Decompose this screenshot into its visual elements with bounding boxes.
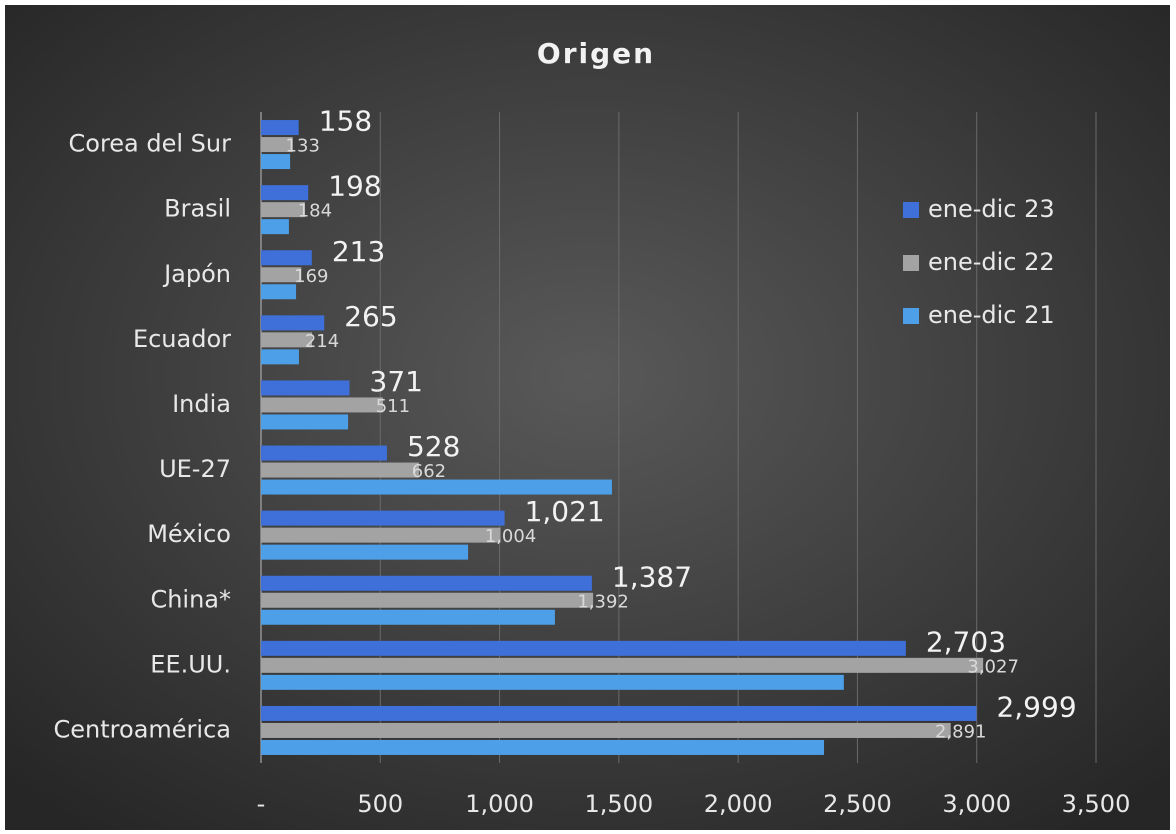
x-tick-label: 3,000 xyxy=(942,790,1011,818)
data-label: 133 xyxy=(286,136,320,157)
bar xyxy=(261,349,299,365)
y-tick-label: México xyxy=(147,520,231,548)
bar xyxy=(261,510,505,526)
legend-label: ene-dic 23 xyxy=(928,195,1055,223)
bar xyxy=(261,575,592,591)
data-label: 1,387 xyxy=(612,560,692,593)
data-label: 1,021 xyxy=(525,495,605,528)
bar xyxy=(261,332,313,348)
data-label: 1,004 xyxy=(485,526,537,547)
y-tick-label: Japón xyxy=(162,260,231,288)
data-label: 528 xyxy=(407,430,460,463)
bar xyxy=(261,120,299,136)
bar xyxy=(261,284,297,300)
legend-swatch xyxy=(903,255,919,271)
bar xyxy=(261,722,951,738)
bar xyxy=(261,544,469,560)
data-label: 169 xyxy=(294,266,328,287)
y-tick-label: EE.UU. xyxy=(150,650,231,678)
bar xyxy=(261,657,984,673)
bar xyxy=(261,739,825,755)
y-tick-label: Centroamérica xyxy=(54,715,231,743)
bar xyxy=(261,185,309,201)
y-tick-label: Corea del Sur xyxy=(69,130,232,158)
data-label: 198 xyxy=(328,170,381,203)
bar xyxy=(261,267,302,283)
legend-swatch xyxy=(903,202,919,218)
chart-title: Origen xyxy=(537,37,655,70)
bar xyxy=(261,380,350,396)
chart-background xyxy=(5,5,1170,830)
bar xyxy=(261,479,612,495)
bar xyxy=(261,397,383,413)
x-tick-label: 2,500 xyxy=(823,790,892,818)
x-tick-label: 1,000 xyxy=(465,790,534,818)
bar xyxy=(261,137,293,153)
bar xyxy=(261,315,325,331)
bar xyxy=(261,154,291,170)
bar xyxy=(261,250,312,266)
x-tick-label: 2,000 xyxy=(704,790,773,818)
bar xyxy=(261,202,305,218)
x-tick-label: 500 xyxy=(357,790,403,818)
bar xyxy=(261,640,906,656)
bar xyxy=(261,674,844,690)
data-label: 2,999 xyxy=(996,690,1076,723)
bar xyxy=(261,705,977,721)
bar xyxy=(261,414,349,430)
bar xyxy=(261,462,419,478)
data-label: 2,891 xyxy=(935,721,987,742)
x-tick-label: 3,500 xyxy=(1062,790,1131,818)
bar xyxy=(261,609,555,625)
bar xyxy=(261,527,501,543)
legend-label: ene-dic 21 xyxy=(928,301,1055,329)
data-label: 371 xyxy=(370,365,423,398)
bar xyxy=(261,445,387,461)
data-label: 662 xyxy=(412,461,446,482)
data-label: 158 xyxy=(319,105,372,138)
y-tick-label: UE-27 xyxy=(159,455,231,483)
data-label: 265 xyxy=(344,300,397,333)
data-label: 2,703 xyxy=(926,625,1006,658)
y-tick-label: India xyxy=(172,390,231,418)
legend-label: ene-dic 22 xyxy=(928,248,1055,276)
data-label: 511 xyxy=(376,396,410,417)
bar xyxy=(261,219,289,235)
legend-swatch xyxy=(903,308,919,324)
data-label: 3,027 xyxy=(967,656,1019,677)
data-label: 1,392 xyxy=(577,591,629,612)
data-label: 213 xyxy=(332,235,385,268)
bar xyxy=(261,592,594,608)
y-tick-label: Brasil xyxy=(164,195,231,223)
x-tick-label: - xyxy=(257,790,266,818)
x-tick-label: 1,500 xyxy=(584,790,653,818)
data-label: 184 xyxy=(298,201,332,222)
data-label: 214 xyxy=(305,331,339,352)
y-tick-label: China* xyxy=(150,585,231,613)
y-tick-label: Ecuador xyxy=(133,325,231,353)
